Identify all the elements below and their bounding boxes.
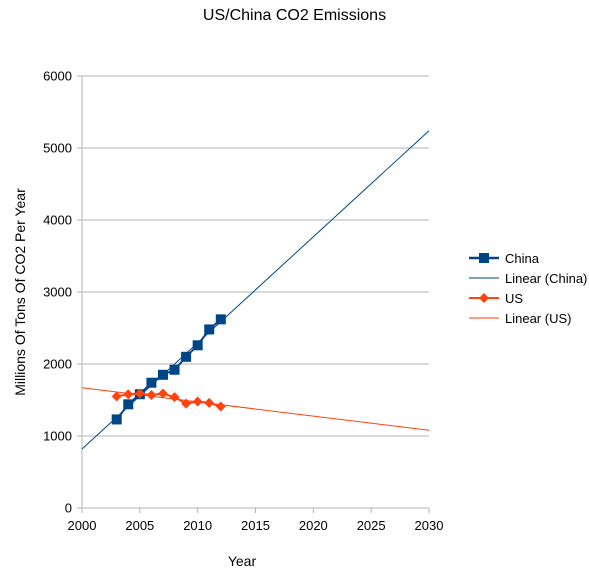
y-tick-label: 6000 xyxy=(43,69,72,84)
x-tick-label: 2020 xyxy=(299,518,328,533)
data-point-us xyxy=(146,389,157,400)
legend: China Linear (China) US Linear (US) xyxy=(469,251,587,326)
data-point-china xyxy=(157,369,168,380)
x-tick-label: 2015 xyxy=(241,518,270,533)
y-tick-label: 1000 xyxy=(43,429,72,444)
y-tick-label: 2000 xyxy=(43,357,72,372)
data-point-us xyxy=(157,388,168,399)
x-tick-label: 2000 xyxy=(68,518,97,533)
y-tick-label: 0 xyxy=(65,501,72,516)
data-point-us xyxy=(123,389,134,400)
data-point-china xyxy=(123,399,134,410)
legend-marker-us xyxy=(479,293,489,303)
data-point-china xyxy=(111,414,122,425)
data-point-china xyxy=(169,364,180,375)
chart-title: US/China CO2 Emissions xyxy=(202,7,387,24)
data-point-china xyxy=(204,324,215,335)
tick-labels: 0 1000 2000 3000 4000 5000 6000 2000 2005 2010 201… xyxy=(43,69,443,534)
data-point-us xyxy=(134,388,145,399)
x-tick-label: 2010 xyxy=(183,518,212,533)
data-point-china xyxy=(181,351,192,362)
data-point-us xyxy=(215,401,226,412)
data-point-china xyxy=(215,314,226,325)
x-tick-label: 2025 xyxy=(357,518,386,533)
trendlines xyxy=(81,130,430,450)
x-tick-label: 2030 xyxy=(415,518,444,533)
x-axis-label: Year xyxy=(228,553,257,569)
legend-label-linear-china: Linear (China) xyxy=(505,271,587,286)
legend-label-linear-us: Linear (US) xyxy=(505,311,571,326)
data-point-us xyxy=(181,398,192,409)
legend-marker-china xyxy=(479,253,489,263)
legend-label-us: US xyxy=(505,291,523,306)
x-tick-label: 2005 xyxy=(125,518,154,533)
data-point-us xyxy=(204,397,215,408)
y-tick-label: 3000 xyxy=(43,285,72,300)
series xyxy=(111,314,226,425)
data-point-us xyxy=(111,391,122,402)
series-line-china xyxy=(115,318,222,421)
y-tick-label: 5000 xyxy=(43,141,72,156)
y-tick-label: 4000 xyxy=(43,213,72,228)
data-point-china xyxy=(146,377,157,388)
series-line-us xyxy=(116,392,222,408)
data-point-us xyxy=(169,392,180,403)
data-point-china xyxy=(192,340,203,351)
trendline-linear-china xyxy=(81,130,430,450)
legend-label-china: China xyxy=(505,251,540,266)
axes xyxy=(81,76,430,513)
data-point-us xyxy=(192,396,203,407)
y-axis-label: Millions Of Tons Of CO2 Per Year xyxy=(12,188,28,396)
